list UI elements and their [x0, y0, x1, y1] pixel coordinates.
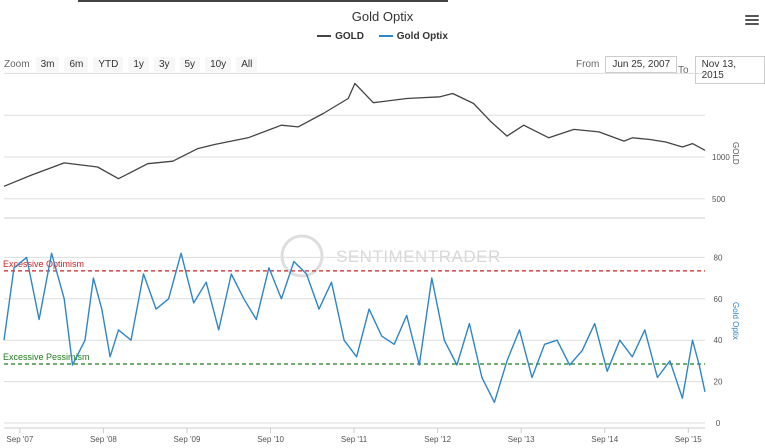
series-layer: [3, 82, 706, 403]
lower-grid: [4, 256, 705, 424]
zoom-button-all[interactable]: All: [236, 57, 258, 72]
upper-y-axis-title: GOLD: [731, 142, 740, 165]
upper-grid: [4, 72, 705, 219]
range-from-input[interactable]: Jun 25, 2007: [605, 56, 678, 73]
x-tick-label: Sep '13: [508, 435, 535, 444]
legend-item-gold[interactable]: GOLD: [317, 31, 364, 42]
x-tick-label: Sep '08: [90, 435, 117, 444]
upper-y-tick-label: 500: [712, 195, 726, 204]
range-from-label: From: [576, 59, 600, 70]
zoom-button-3y[interactable]: 3y: [153, 57, 175, 72]
range-from: From Jun 25, 2007: [576, 56, 678, 73]
legend-label-gold-optix: Gold Optix: [396, 31, 448, 42]
gold-optix-series-line: [3, 252, 706, 403]
chart-title: Gold Optix: [351, 9, 414, 24]
zoom-button-6m[interactable]: 6m: [64, 57, 89, 72]
threshold-lines: Excessive Optimism Excessive Pessimism: [3, 259, 705, 365]
zoom-button-ytd[interactable]: YTD: [93, 57, 124, 72]
range-to-input[interactable]: Nov 13, 2015: [694, 56, 765, 84]
threshold-label: Excessive Pessimism: [3, 352, 90, 362]
zoom-button-3m[interactable]: 3m: [35, 57, 60, 72]
range-to-label: To: [678, 64, 689, 76]
x-tick-label: Sep '15: [675, 435, 702, 444]
zoom-button-5y[interactable]: 5y: [179, 57, 201, 72]
lower-y-axis-title: Gold Optix: [731, 302, 740, 340]
watermark: SENTIMENTRADER: [280, 234, 501, 278]
legend-swatch-gold-optix: [378, 35, 393, 38]
zoom-controls: Zoom 3m 6m YTD 1y 3y 5y 10y All: [4, 57, 262, 72]
threshold-label: Excessive Optimism: [3, 259, 84, 269]
watermark-logo-icon: [280, 234, 324, 278]
top-scroll-bar: [78, 0, 448, 2]
x-axis: Sep '07 Sep '08 Sep '09 Sep '10 Sep '11 Sep '…: [4, 427, 705, 444]
zoom-button-10y[interactable]: 10y: [205, 57, 232, 72]
zoom-label: Zoom: [4, 59, 30, 70]
upper-y-axis: 500 1000 GOLD: [712, 142, 740, 204]
watermark-text: SENTIMENTRADER: [336, 247, 501, 266]
range-to: To Nov 13, 2015: [678, 56, 765, 84]
hamburger-icon[interactable]: [745, 15, 759, 26]
legend-swatch-gold: [317, 35, 332, 38]
lower-y-tick-label: 20: [714, 378, 723, 387]
lower-y-axis: 0 20 40 60 80 Gold Optix: [714, 253, 740, 428]
legend-item-gold-optix[interactable]: Gold Optix: [378, 31, 448, 42]
lower-y-tick-label: 40: [714, 336, 723, 345]
gold-series-line: [3, 82, 706, 187]
lower-y-tick-label: 60: [714, 295, 723, 304]
x-tick-label: Sep '10: [257, 435, 284, 444]
legend: GOLD Gold Optix: [0, 31, 765, 42]
upper-y-tick-label: 1000: [712, 153, 730, 162]
legend-label-gold: GOLD: [335, 31, 364, 42]
x-tick-label: Sep '07: [6, 435, 33, 444]
x-tick-label: Sep '12: [424, 435, 451, 444]
x-tick-label: Sep '11: [341, 435, 368, 444]
x-tick-label: Sep '14: [591, 435, 618, 444]
zoom-button-1y[interactable]: 1y: [128, 57, 149, 72]
lower-y-tick-label: 0: [716, 419, 721, 428]
lower-y-tick-label: 80: [714, 253, 723, 262]
x-tick-label: Sep '09: [174, 435, 201, 444]
